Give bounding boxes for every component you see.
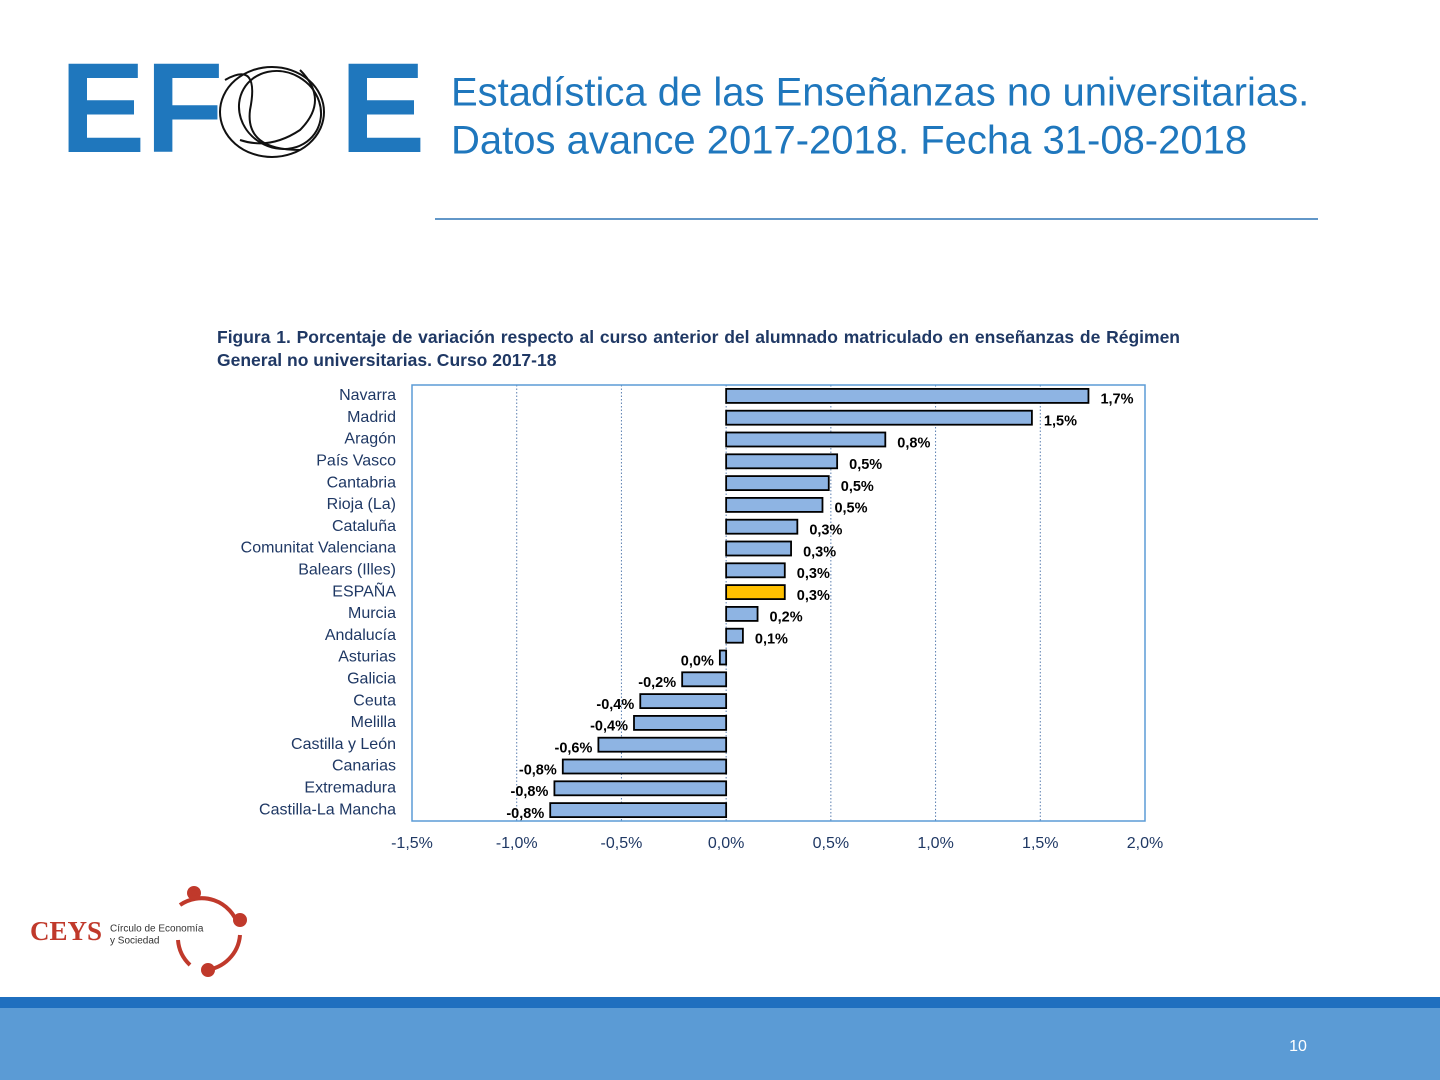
bar xyxy=(725,431,887,448)
y-tick-label: Navarra xyxy=(339,387,396,404)
y-tick-label: País Vasco xyxy=(316,453,396,470)
data-label: 0,8% xyxy=(897,435,930,451)
bar xyxy=(725,453,839,470)
data-label: 1,5% xyxy=(1044,414,1077,430)
footer-band xyxy=(0,1008,1440,1080)
bar xyxy=(725,496,824,513)
data-label: -0,8% xyxy=(519,762,557,778)
data-label: 0,5% xyxy=(841,479,874,495)
footer-brand-line: Círculo de Economía xyxy=(110,924,204,935)
x-tick-label: -1,0% xyxy=(496,835,538,852)
y-tick-label: Cantabria xyxy=(327,474,396,491)
bar xyxy=(725,562,786,579)
x-tick-label: -0,5% xyxy=(601,835,643,852)
footer-logo-icon xyxy=(176,886,247,977)
data-label: -0,8% xyxy=(511,784,549,800)
bar xyxy=(725,540,792,557)
x-tick-label: 1,5% xyxy=(1022,835,1058,852)
x-tick-label: 0,5% xyxy=(813,835,849,852)
data-label: 0,2% xyxy=(770,610,803,626)
y-tick-label: Extremadura xyxy=(304,780,396,797)
bar xyxy=(725,475,830,492)
data-label: -0,4% xyxy=(596,697,634,713)
chart: -1,5% -1,0% -0,5% 0,0% 0,5% 1,0% 1,5% 2,0% Navar… xyxy=(241,384,1163,852)
y-tick-label: Canarias xyxy=(332,758,396,775)
y-tick-label: Balears (Illes) xyxy=(298,562,396,579)
data-label: 0,5% xyxy=(834,501,867,517)
y-tick-label: Castilla-La Mancha xyxy=(259,801,396,818)
logo-left: EF xyxy=(60,37,224,180)
footer-rule xyxy=(0,997,1440,1008)
bar xyxy=(597,736,728,753)
y-tick-label: Castilla y León xyxy=(291,736,396,753)
data-label: -0,6% xyxy=(555,741,593,757)
footer-brand-line: y Sociedad xyxy=(110,936,159,947)
data-label: -0,8% xyxy=(506,806,544,822)
bar xyxy=(681,671,728,688)
y-tick-label: Melilla xyxy=(351,714,396,731)
bar xyxy=(725,627,744,644)
data-label: -0,4% xyxy=(590,719,628,735)
data-label: -0,2% xyxy=(638,675,676,691)
data-label: 0,1% xyxy=(755,632,788,648)
page-number: 10 xyxy=(1289,1038,1307,1055)
data-label: 0,3% xyxy=(797,566,830,582)
x-tick-label: 1,0% xyxy=(917,835,953,852)
data-label: 0,3% xyxy=(809,523,842,539)
chart-title: Figura 1. Porcentaje de variación respec… xyxy=(217,327,1180,370)
x-tick-label: 0,0% xyxy=(708,835,744,852)
y-tick-label: Comunitat Valenciana xyxy=(241,540,396,557)
y-tick-label: Aragón xyxy=(344,431,396,448)
data-label: 0,3% xyxy=(797,588,830,604)
logo-icon xyxy=(219,66,325,158)
y-tick-label: Cataluña xyxy=(332,518,396,535)
y-tick-label: Ceuta xyxy=(353,692,396,709)
bar xyxy=(725,409,1033,426)
footer-brand: CEYS xyxy=(30,916,102,946)
y-tick-label: Asturias xyxy=(338,649,396,666)
y-tick-label: Murcia xyxy=(348,605,396,622)
y-tick-label: Rioja (La) xyxy=(327,496,396,513)
data-label: 1,7% xyxy=(1100,392,1133,408)
bar xyxy=(561,758,728,775)
logo-right: E xyxy=(340,37,425,180)
plot-frame xyxy=(411,384,1146,822)
bar xyxy=(639,693,728,709)
bar xyxy=(725,387,1090,404)
data-label: 0,5% xyxy=(849,457,882,473)
bar xyxy=(633,715,728,731)
data-label: 0,3% xyxy=(803,544,836,560)
bar xyxy=(725,584,786,600)
y-tick-label: Madrid xyxy=(347,409,396,426)
slide-title: Estadística de las Enseñanzas no univers… xyxy=(451,71,1309,115)
bar xyxy=(718,649,728,666)
y-tick-label: Andalucía xyxy=(325,627,396,644)
x-tick-label: -1,5% xyxy=(391,835,433,852)
bar xyxy=(553,780,728,797)
data-label: 0,0% xyxy=(681,653,714,669)
x-tick-label: 2,0% xyxy=(1127,835,1163,852)
bar xyxy=(725,518,799,535)
slide-title: Datos avance 2017-2018. Fecha 31-08-2018 xyxy=(451,119,1247,163)
y-tick-label: ESPAÑA xyxy=(332,580,396,600)
bar xyxy=(549,802,728,818)
y-tick-label: Galicia xyxy=(347,671,396,688)
bar xyxy=(725,606,759,622)
